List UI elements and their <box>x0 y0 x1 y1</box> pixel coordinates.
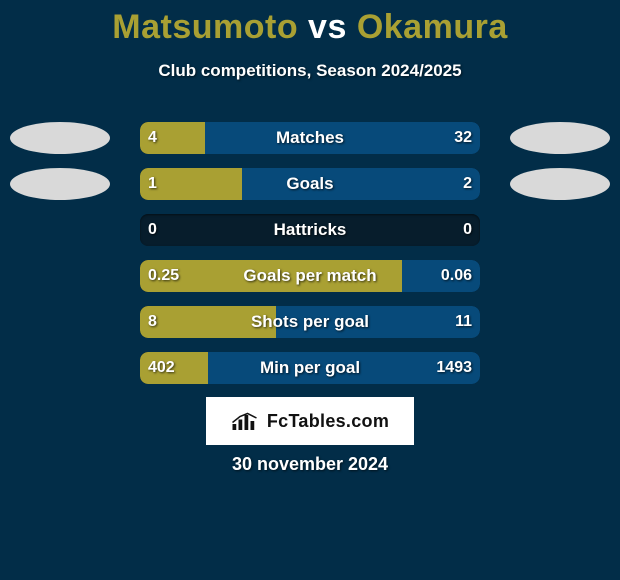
bar-left <box>140 352 208 384</box>
stats-rows: Matches432Goals12Hattricks00Goals per ma… <box>0 120 620 396</box>
vs-text: vs <box>308 8 347 46</box>
bars-icon <box>231 410 261 432</box>
bar-left <box>140 260 402 292</box>
bar-track <box>140 306 480 338</box>
bar-track <box>140 168 480 200</box>
logo-text: FcTables.com <box>267 411 389 432</box>
team-badge-left <box>10 122 110 154</box>
bar-left <box>140 122 205 154</box>
stat-row: Hattricks00 <box>0 212 620 258</box>
subtitle: Club competitions, Season 2024/2025 <box>0 61 620 81</box>
team-badge-right <box>510 168 610 200</box>
bar-right <box>402 260 480 292</box>
fctables-logo: FcTables.com <box>206 397 414 445</box>
stat-row: Min per goal4021493 <box>0 350 620 396</box>
bar-track <box>140 214 480 246</box>
page-title: Matsumoto vs Okamura <box>0 0 620 47</box>
stat-row: Goals per match0.250.06 <box>0 258 620 304</box>
player2-name: Okamura <box>357 8 508 46</box>
bar-left <box>140 168 242 200</box>
player1-name: Matsumoto <box>112 8 298 46</box>
stat-row: Shots per goal811 <box>0 304 620 350</box>
bar-right <box>208 352 480 384</box>
stat-row: Goals12 <box>0 166 620 212</box>
bar-left <box>140 306 276 338</box>
team-badge-left <box>10 168 110 200</box>
bar-track <box>140 122 480 154</box>
bar-track <box>140 260 480 292</box>
bar-right <box>205 122 480 154</box>
bar-right <box>276 306 480 338</box>
comparison-infographic: Matsumoto vs Okamura Club competitions, … <box>0 0 620 580</box>
stat-row: Matches432 <box>0 120 620 166</box>
date-text: 30 november 2024 <box>0 454 620 475</box>
bar-track <box>140 352 480 384</box>
team-badge-right <box>510 122 610 154</box>
bar-right <box>242 168 480 200</box>
